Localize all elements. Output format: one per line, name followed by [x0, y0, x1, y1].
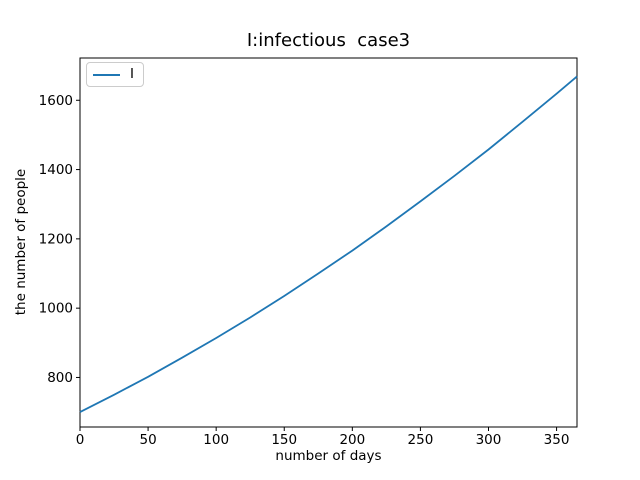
x-tick-label: 50 — [139, 432, 156, 448]
y-tick-label: 1000 — [39, 301, 73, 317]
series-line-I — [79, 75, 578, 413]
chart-title: I:infectious case3 — [246, 30, 411, 51]
x-tick-label: 350 — [544, 432, 570, 448]
x-tick-label: 100 — [203, 432, 229, 448]
x-tick-label: 0 — [76, 432, 85, 448]
legend-line-sample — [93, 73, 120, 76]
legend: I — [86, 62, 144, 87]
y-tick-label: 1400 — [39, 162, 73, 178]
x-tick-label: 150 — [271, 432, 297, 448]
legend-label: I — [130, 65, 134, 82]
x-axis-label: number of days — [275, 448, 382, 464]
y-tick-label: 800 — [47, 370, 73, 386]
plot-border — [79, 57, 578, 428]
y-tick-label: 1200 — [39, 231, 73, 247]
x-tick-label: 300 — [476, 432, 502, 448]
x-tick-label: 200 — [339, 432, 365, 448]
y-tick-label: 1600 — [39, 93, 73, 109]
x-tick-label: 250 — [408, 432, 434, 448]
y-axis-label: the number of people — [13, 168, 29, 316]
